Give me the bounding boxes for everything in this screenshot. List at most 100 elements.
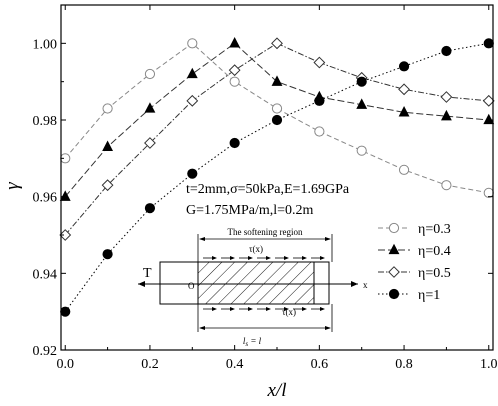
data-point [398,164,410,175]
inset-shear-arrowhead [320,307,325,311]
data-point [356,98,368,109]
y-tick-label: 1.00 [33,37,58,52]
data-point [314,95,325,106]
inset-shear-bottom-label: τ(x) [282,307,296,317]
y-tick-label: 0.96 [33,191,58,206]
x-axis-title: x/l [267,380,287,401]
inset-shear-arrowhead [266,256,271,260]
inset-shear-arrowhead [212,307,217,311]
inset-top-dim-arrow-left [199,237,205,241]
inset-bottom-dim-arrow-left [199,326,205,330]
data-point [271,75,283,86]
legend-item: η=0.3 [378,222,451,237]
parameter-annotation: t=2mm,σ=50kPa,E=1.69GPa G=1.75MPa/m,l=0.… [186,182,350,218]
y-axis-ticks: 0.92 0.94 0.96 0.98 1.00 [33,4,493,359]
data-point [228,64,241,77]
legend: η=0.3 η=0.4 η=0.5 η=1 [378,222,451,303]
x-tick-label: 0.0 [56,357,74,372]
inset-length-symbol: l [243,336,246,346]
legend-item: η=1 [378,288,440,303]
inset-shear-arrowhead [230,307,235,311]
legend-item: η=0.5 [378,266,451,281]
inset-top-dim-arrow-right [325,237,331,241]
inset-shear-arrowhead [230,256,235,260]
inset-softening-region [197,261,315,305]
y-axis-title: γ [2,182,23,190]
inset-force-label: T [143,266,152,281]
data-point [229,137,240,149]
inset-shear-arrowhead [248,307,253,311]
x-tick-label: 0.8 [395,357,413,372]
inset-bottom-shear-arrows [203,307,325,311]
x-tick-label: 1.0 [480,357,498,372]
series-line [64,42,489,236]
data-point [186,94,199,107]
annotation-line-1: t=2mm,σ=50kPa,E=1.69GPa [186,182,350,197]
data-point [356,145,367,156]
data-point [271,114,283,126]
x-tick-label: 0.2 [141,357,159,372]
data-point [229,76,240,87]
data-point [144,68,156,80]
softening-region-inset: T x O The softening region τ(x) τ(x) ls … [138,227,368,348]
inset-title: The softening region [228,227,303,237]
inset-shear-arrowhead [266,307,271,311]
legend-label: η=0.4 [418,244,451,259]
data-point [101,179,114,192]
x-tick-label: 0.4 [226,357,244,372]
inset-length-label: ls = l [243,336,262,348]
inset-shear-arrowhead [248,256,253,260]
data-point [483,113,495,125]
y-tick-label: 0.94 [33,267,58,282]
x-tick-label: 0.6 [311,357,329,372]
series-line [64,42,489,194]
legend-marker [388,266,400,278]
inset-shear-arrowhead [302,256,307,260]
data-point [441,45,452,57]
data-point [144,137,156,149]
legend-label: η=1 [418,288,440,303]
data-point [482,94,495,107]
data-point [398,106,410,117]
data-point [440,109,452,121]
legend-marker [388,222,400,234]
data-point [229,37,241,48]
data-point [271,103,283,114]
data-point [313,56,326,69]
legend-label: η=0.3 [418,222,451,237]
inset-shear-arrowhead [284,307,289,311]
data-point [144,102,156,113]
data-point [59,190,71,201]
data-point [187,38,198,49]
inset-top-shear-arrows [203,256,325,260]
inset-axis-label: x [363,280,368,290]
inset-length-subscript: s [245,340,248,348]
legend-label: η=0.5 [418,266,451,281]
data-point [356,76,367,87]
inset-length-rhs: = l [248,336,262,346]
inset-shear-arrowhead [302,307,307,311]
data-point [186,67,198,79]
series-4 [60,38,494,317]
inset-shear-arrowhead [212,256,217,260]
data-point [440,91,453,103]
data-point [59,229,72,241]
data-point [102,140,114,152]
series-1 [60,38,494,198]
y-tick-label: 0.92 [33,344,58,359]
inset-shear-arrowhead [284,256,289,260]
plot-layer [59,37,495,317]
y-tick-label: 0.98 [33,114,58,129]
inset-shear-top-label: τ(x) [249,244,263,254]
inset-shear-arrowhead [320,256,325,260]
legend-item: η=0.4 [378,243,451,259]
inset-bottom-dim-arrow-right [325,326,331,330]
x-axis-ticks: 0.0 0.2 0.4 0.6 0.8 1.0 [56,5,498,372]
data-point [102,103,113,114]
inset-origin-label: O [188,281,195,291]
data-point [102,249,113,260]
inset-force-arrow [138,281,145,287]
data-point [441,180,452,191]
annotation-line-2: G=1.75MPa/m,l=0.2m [186,203,314,218]
